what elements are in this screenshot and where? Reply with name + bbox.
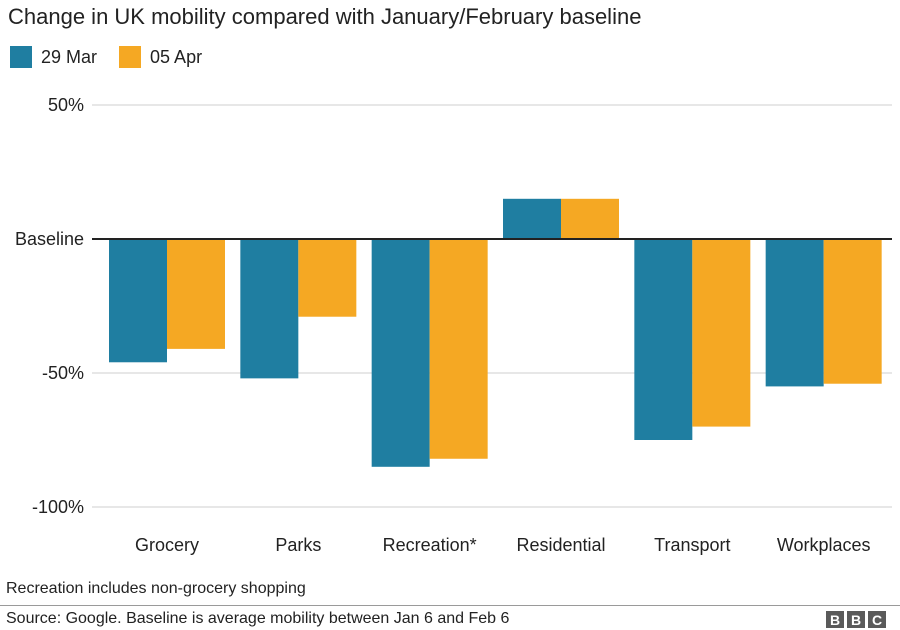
x-tick-label: Grocery xyxy=(135,535,199,555)
bbc-logo-letter: B xyxy=(826,611,844,628)
y-tick-label: Baseline xyxy=(15,229,84,249)
x-tick-label: Residential xyxy=(516,535,605,555)
y-tick-label: -50% xyxy=(42,363,84,383)
bbc-logo: B B C xyxy=(826,611,886,628)
bbc-logo-letter: B xyxy=(847,611,865,628)
footer-divider xyxy=(0,605,900,606)
bar-residential-29-mar xyxy=(503,198,561,238)
bar-recreation-29-mar xyxy=(371,240,430,467)
x-tick-label: Workplaces xyxy=(777,535,871,555)
bar-transport-05-apr xyxy=(692,240,751,427)
x-tick-label: Transport xyxy=(654,535,730,555)
legend-item-29-mar: 29 Mar xyxy=(10,46,97,68)
bar-parks-29-mar xyxy=(240,240,299,379)
bar-recreation-05-apr xyxy=(429,240,488,459)
bar-workplaces-29-mar xyxy=(765,240,824,387)
legend: 29 Mar 05 Apr xyxy=(10,46,224,68)
footnote: Recreation includes non-grocery shopping xyxy=(6,580,306,597)
bar-transport-29-mar xyxy=(634,240,693,440)
source-text: Source: Google. Baseline is average mobi… xyxy=(6,610,510,627)
bar-residential-05-apr xyxy=(561,198,619,238)
y-tick-label: -100% xyxy=(32,497,84,517)
x-tick-label: Parks xyxy=(275,535,321,555)
chart-title: Change in UK mobility compared with Janu… xyxy=(8,4,642,29)
bar-parks-05-apr xyxy=(298,240,357,317)
bar-grocery-29-mar xyxy=(109,240,167,363)
legend-item-05-apr: 05 Apr xyxy=(119,46,202,68)
bbc-logo-letter: C xyxy=(868,611,886,628)
bar-grocery-05-apr xyxy=(167,240,225,349)
legend-swatch-05-apr xyxy=(119,46,142,68)
bar-chart: 50% Baseline -50% -100% Grocery Parks Recreati… xyxy=(15,95,892,555)
legend-label-29-mar: 29 Mar xyxy=(41,46,98,67)
bar-workplaces-05-apr xyxy=(823,240,882,384)
y-tick-label: 50% xyxy=(48,95,84,115)
legend-label-05-apr: 05 Apr xyxy=(150,46,203,67)
x-tick-label: Recreation* xyxy=(383,535,477,555)
legend-swatch-29-mar xyxy=(10,46,32,68)
